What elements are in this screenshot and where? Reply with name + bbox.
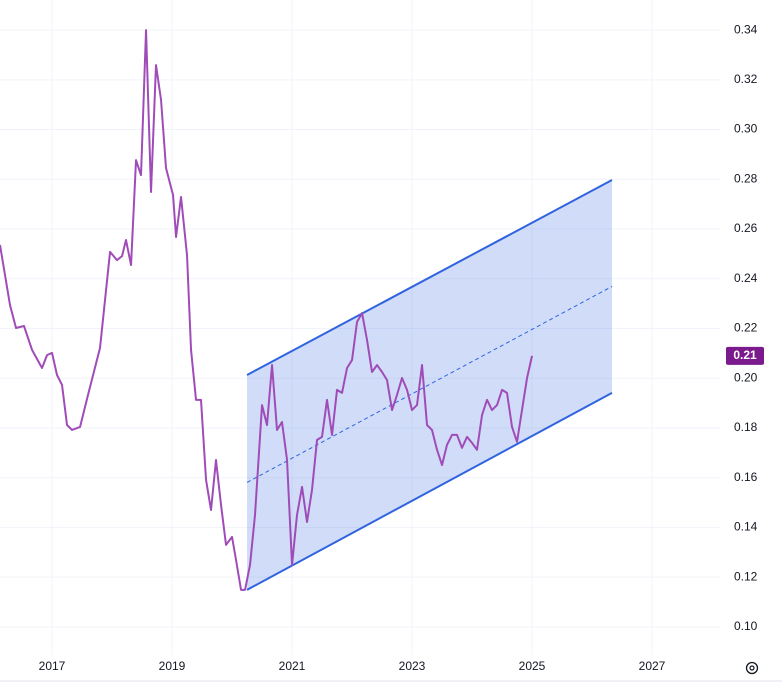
- price-label-box: [726, 346, 764, 365]
- settings-icon[interactable]: [745, 661, 759, 675]
- channel-upper-line: [246, 179, 613, 376]
- y-tick-label: 0.32: [734, 72, 758, 86]
- y-tick-label: 0.34: [734, 22, 758, 36]
- x-tick-label: 2019: [159, 659, 186, 673]
- price-label-text: 0.21: [733, 348, 757, 362]
- x-tick-label: 2017: [39, 659, 66, 673]
- plot-area: [0, 29, 613, 591]
- y-tick-label: 0.18: [734, 420, 758, 434]
- axes: 0.10 0.12 0.14 0.16 0.18 0.20 0.22 0.24 0.26 0.28…: [39, 22, 764, 673]
- channel-lower-line: [246, 392, 613, 591]
- channel-middle-line: [246, 286, 613, 483]
- y-tick-label: 0.24: [734, 271, 758, 285]
- y-tick-label: 0.14: [734, 520, 758, 534]
- y-tick-label: 0.30: [734, 122, 758, 136]
- y-tick-label: 0.28: [734, 171, 758, 185]
- settings-ring[interactable]: [745, 661, 759, 675]
- y-tick-label: 0.26: [734, 221, 758, 235]
- y-tick-label: 0.20: [734, 370, 758, 384]
- y-tick-label: 0.10: [734, 619, 758, 633]
- y-tick-label: 0.22: [734, 321, 758, 335]
- x-tick-label: 2025: [519, 659, 546, 673]
- price-line: [0, 29, 533, 591]
- settings-core[interactable]: [749, 665, 755, 671]
- grid: [0, 0, 720, 655]
- x-tick-label: 2023: [399, 659, 426, 673]
- x-tick-label: 2027: [639, 659, 666, 673]
- y-tick-label: 0.12: [734, 569, 758, 583]
- x-tick-label: 2021: [279, 659, 306, 673]
- y-tick-label: 0.16: [734, 470, 758, 484]
